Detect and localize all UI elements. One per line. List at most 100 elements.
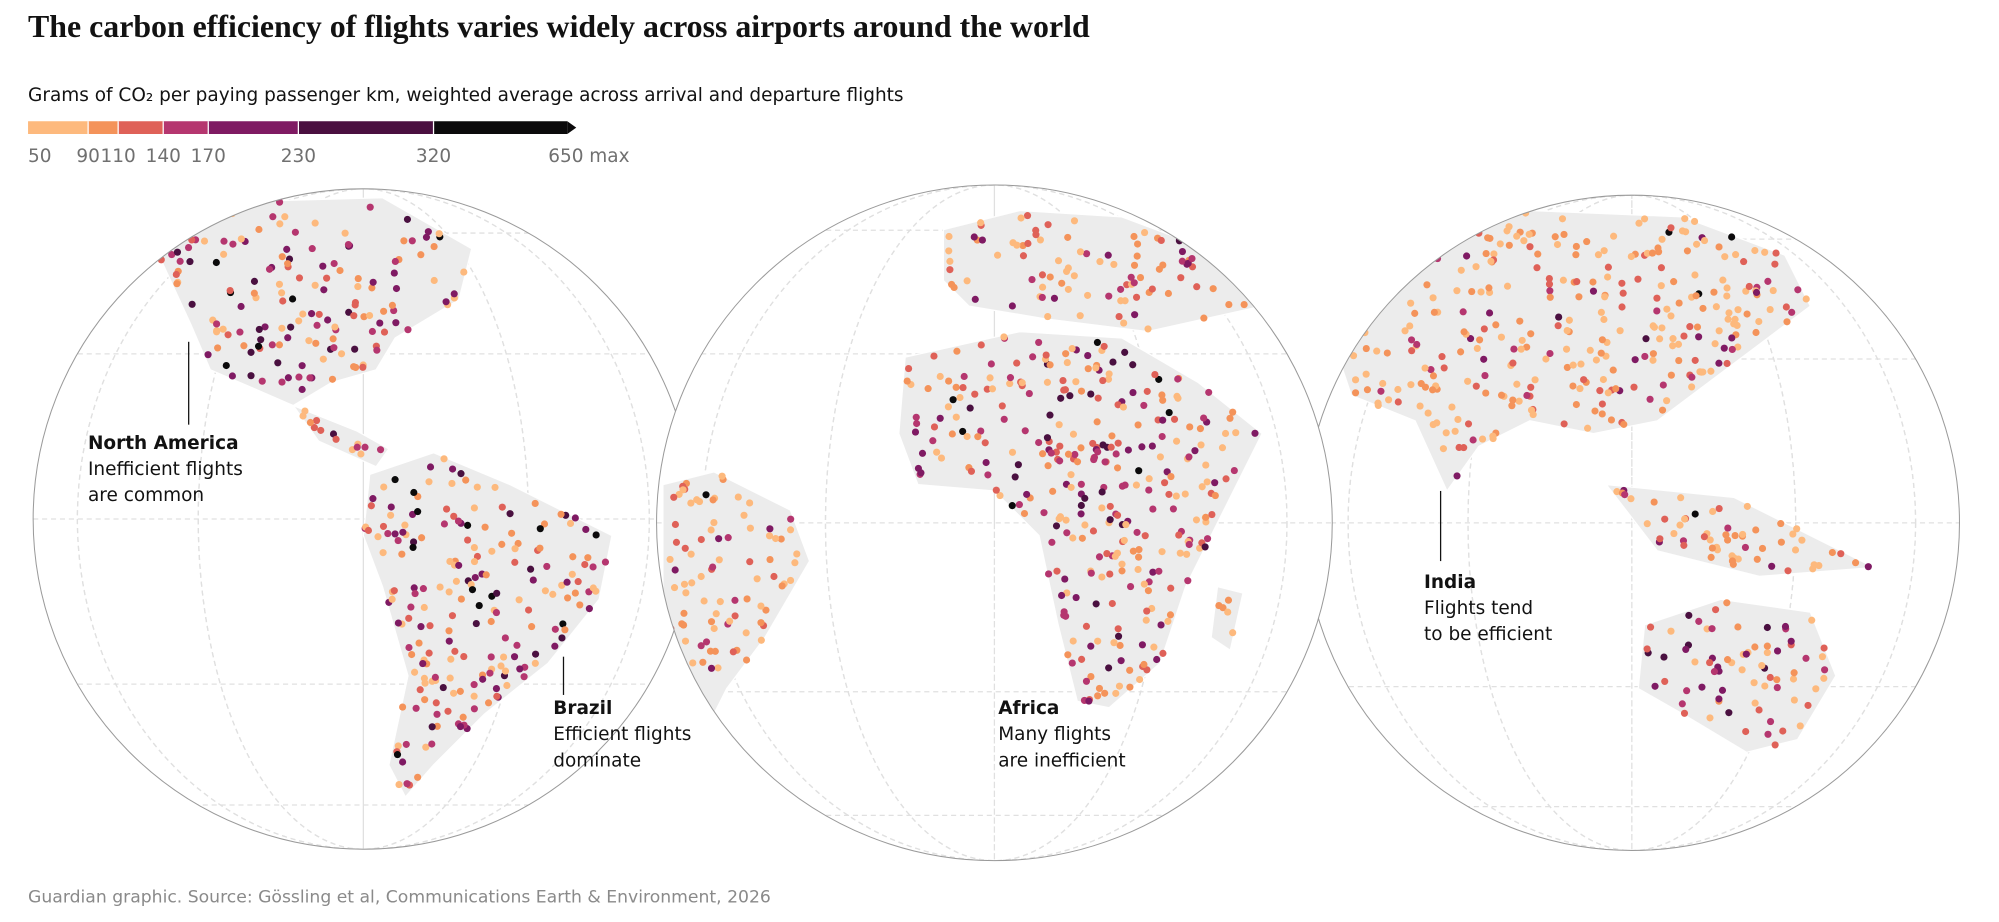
airport-dot <box>1482 389 1490 397</box>
airport-dot <box>1039 283 1047 291</box>
airport-dot <box>419 660 427 668</box>
airport-dot <box>1742 650 1750 658</box>
airport-dot <box>514 539 522 548</box>
airport-dot <box>1221 429 1230 438</box>
airport-dot <box>743 595 751 603</box>
legend-tick-label: 110 <box>101 146 136 167</box>
airport-dot <box>945 377 953 385</box>
airport-dot <box>585 605 593 613</box>
airport-dot <box>1049 487 1057 495</box>
airport-dot <box>1067 471 1075 479</box>
airport-dot <box>1473 344 1481 352</box>
airport-dot <box>912 413 920 421</box>
airport-dot <box>1712 606 1720 614</box>
airport-dot <box>351 298 360 307</box>
airport-dot <box>1476 336 1484 344</box>
airport-dot <box>531 659 539 667</box>
airport-dot <box>415 639 423 647</box>
airport-dot <box>1013 359 1021 367</box>
airport-dot <box>261 323 269 331</box>
airport-dot <box>1067 483 1075 491</box>
airport-dot <box>291 228 299 236</box>
airport-dot <box>1758 544 1767 553</box>
airport-dot <box>1073 458 1082 466</box>
airport-dot <box>1078 655 1086 663</box>
airport-dot <box>344 240 352 249</box>
airport-dot <box>1063 529 1071 537</box>
airport-dot <box>1120 319 1128 327</box>
airport-dot <box>425 478 433 486</box>
airport-dot <box>1101 689 1109 697</box>
airport-dot <box>188 300 196 308</box>
airport-dot <box>1112 689 1120 697</box>
airport-dot <box>1613 488 1621 496</box>
airport-dot <box>1094 637 1102 645</box>
airport-dot <box>1164 617 1172 625</box>
airport-dot <box>1072 593 1080 602</box>
airport-dot <box>1184 259 1192 267</box>
airport-dot <box>1680 541 1688 549</box>
airport-dot <box>1651 682 1659 690</box>
airport-dot <box>1087 642 1095 650</box>
airport-dot <box>1224 596 1233 604</box>
airport-dot <box>689 659 697 667</box>
airport-dot <box>454 517 463 525</box>
airport-dot <box>1134 565 1142 574</box>
airport-dot <box>558 634 566 642</box>
airport-dot <box>317 426 325 434</box>
airport-dot <box>950 283 958 292</box>
airport-dot <box>1151 370 1159 379</box>
airport-dot <box>284 374 292 382</box>
airport-dot <box>1455 443 1463 452</box>
airport-dot <box>1108 599 1116 608</box>
airport-dot <box>283 245 291 253</box>
airport-dot <box>1766 673 1774 682</box>
airport-dot <box>1693 323 1702 331</box>
airport-dot <box>699 704 707 712</box>
airport-dot <box>1604 389 1612 397</box>
airport-dot <box>1038 271 1047 279</box>
airport-dot <box>470 681 478 689</box>
airport-dot <box>1248 289 1256 297</box>
airport-dot <box>1643 645 1651 653</box>
airport-dot <box>1768 562 1776 570</box>
airport-dot <box>1058 279 1066 287</box>
airport-dot <box>409 538 418 546</box>
airport-dot <box>714 664 722 672</box>
airport-dot <box>557 510 565 518</box>
airport-dot <box>399 703 407 711</box>
airport-dot <box>1222 475 1230 483</box>
airport-dot <box>1497 391 1506 399</box>
airport-dot <box>1181 490 1189 498</box>
airport-dot <box>697 535 705 544</box>
airport-dot <box>459 713 467 721</box>
airport-dot <box>1453 472 1461 480</box>
airport-dot <box>1464 420 1473 428</box>
airport-dot <box>1076 248 1085 256</box>
airport-dot <box>670 584 679 592</box>
airport-dot <box>1068 344 1076 353</box>
airport-dot <box>1028 276 1036 284</box>
airport-dot <box>697 572 705 581</box>
airport-dot <box>295 317 303 325</box>
airport-dot <box>448 612 457 620</box>
airport-dot <box>787 515 795 523</box>
airport-dot <box>289 295 297 303</box>
airport-dot <box>1025 389 1033 398</box>
airport-dot <box>498 503 506 511</box>
airport-dot <box>1202 513 1210 521</box>
airport-dot <box>508 529 516 537</box>
airport-dot <box>551 625 559 633</box>
airport-dot <box>1619 289 1627 297</box>
airport-dot <box>1077 387 1086 395</box>
airport-dot <box>1724 524 1732 532</box>
airport-dot <box>1681 215 1689 223</box>
airport-dot <box>1643 520 1651 528</box>
airport-dot <box>1490 250 1498 258</box>
airport-dot <box>1226 414 1234 422</box>
airport-dot <box>1052 522 1061 530</box>
airport-dot <box>448 479 456 488</box>
airport-dot <box>384 529 392 538</box>
airport-dot <box>1377 387 1385 395</box>
airport-dot <box>486 669 494 677</box>
